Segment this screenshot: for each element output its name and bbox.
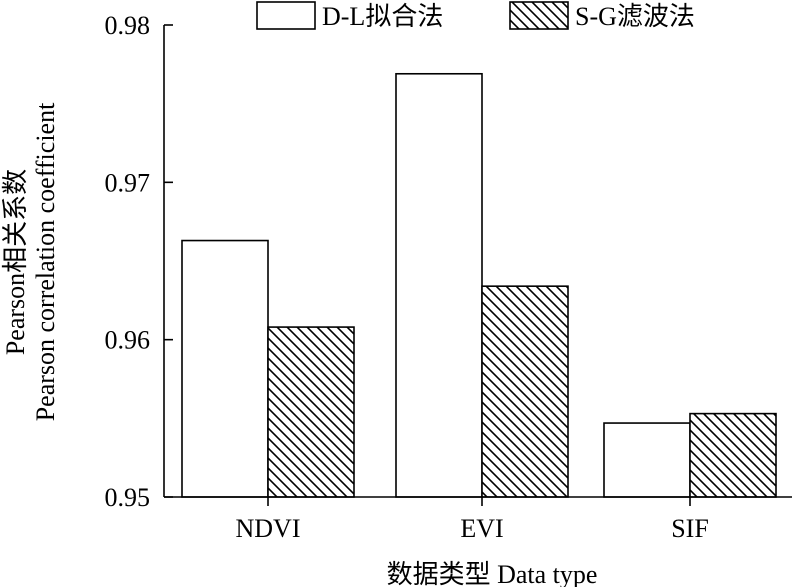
bar-ndvi-series-2 [267, 326, 355, 498]
y-axis-title-line2: Pearson correlation coefficient [31, 102, 60, 421]
y-tick-label: 0.97 [105, 168, 151, 197]
bar-evi-series-1 [395, 72, 483, 498]
bar-evi-series-2 [481, 285, 569, 498]
bar-sif-series-1 [603, 422, 691, 498]
y-tick-label: 0.98 [105, 11, 151, 40]
legend-swatch-series-2 [509, 1, 569, 30]
legend: D-L拟合法 S-G滤波法 [256, 1, 695, 31]
legend-label-series-1: D-L拟合法 [322, 2, 443, 31]
x-tick-label-sif: SIF [671, 514, 709, 543]
bar-ndvi-series-1 [181, 239, 269, 498]
legend-label-series-2: S-G滤波法 [575, 2, 695, 31]
x-axis-title: 数据类型 Data type [387, 560, 598, 587]
bar-sif-series-2 [689, 412, 777, 498]
y-tick-label: 0.96 [105, 326, 151, 355]
y-axis-title-line1: Pearson相关系数 [1, 169, 30, 355]
y-tick-label: 0.95 [105, 483, 151, 512]
x-tick-label-evi: EVI [460, 514, 503, 543]
bars-layer [181, 72, 777, 498]
legend-swatch-series-1 [256, 1, 316, 30]
x-tick-label-ndvi: NDVI [236, 514, 301, 543]
ticks-layer: 0.95 0.96 0.97 0.98 NDVI EVI SIF [105, 11, 709, 543]
